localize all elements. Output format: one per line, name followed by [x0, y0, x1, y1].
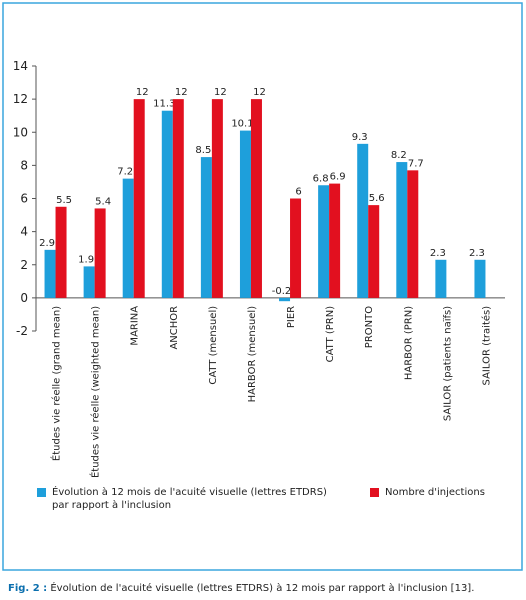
- data-label: 2.3: [469, 248, 485, 259]
- x-tick-label: ANCHOR: [169, 306, 180, 350]
- bar: [318, 185, 330, 298]
- y-tick-label: 2: [20, 258, 28, 272]
- bar: [435, 259, 447, 298]
- caption: Fig. 2 : Évolution de l'acuité visuelle …: [8, 583, 474, 594]
- bar: [44, 249, 56, 298]
- bar: [122, 178, 134, 298]
- y-tick-label: 6: [20, 192, 28, 206]
- data-label: 6.9: [330, 172, 346, 183]
- caption-label: Fig. 2 :: [8, 583, 48, 594]
- x-tick-label: HARBOR (PRN): [403, 306, 414, 380]
- x-tick-label: SAILOR (patients naïfs): [442, 306, 453, 421]
- data-label: 1.9: [78, 254, 94, 265]
- bar: [407, 170, 419, 298]
- x-tick-label: MARINA: [130, 306, 141, 346]
- data-label: 12: [253, 87, 266, 98]
- y-tick-label: 12: [13, 92, 28, 106]
- bar: [94, 208, 106, 298]
- data-label: 6: [295, 187, 301, 198]
- x-tick-label: PIER: [286, 306, 297, 328]
- data-label: -0.2: [272, 286, 292, 297]
- data-label: 5.4: [95, 196, 111, 207]
- x-tick-label: Études vie réelle (grand mean): [50, 306, 63, 461]
- y-tick-label: -2: [16, 324, 28, 338]
- data-label: 10.1: [231, 119, 253, 130]
- bar: [239, 130, 251, 298]
- x-tick-label: CATT (PRN): [325, 306, 336, 363]
- bar: [211, 99, 223, 298]
- x-tick-label: SAILOR (traités): [480, 306, 492, 386]
- bar: [200, 157, 212, 298]
- bar: [290, 198, 302, 298]
- bar: [250, 99, 262, 298]
- bar: [55, 206, 67, 298]
- x-tick-label: CATT (mensuel): [208, 306, 219, 385]
- data-label: 5.6: [369, 193, 385, 204]
- data-label: 7.2: [117, 167, 133, 178]
- legend-label: Nombre d'injections: [385, 487, 485, 498]
- data-label: 12: [136, 87, 149, 98]
- bar: [396, 162, 408, 298]
- bar: [83, 266, 95, 298]
- y-tick-label: 4: [20, 225, 28, 239]
- data-label: 9.3: [352, 132, 368, 143]
- data-label: 12: [175, 87, 188, 98]
- bar: [329, 183, 341, 298]
- bar: [357, 143, 369, 298]
- data-label: 12: [214, 87, 227, 98]
- data-label: 2.9: [39, 238, 55, 249]
- bar: [161, 110, 173, 298]
- y-tick-label: 8: [20, 158, 28, 172]
- y-tick-label: 0: [20, 291, 28, 305]
- data-label: 8.5: [195, 145, 211, 156]
- data-label: 6.8: [313, 173, 329, 184]
- data-label: 8.2: [391, 150, 407, 161]
- chart-frame: [2, 2, 523, 571]
- legend-swatch: [37, 488, 46, 497]
- caption-text: Évolution de l'acuité visuelle (lettres …: [50, 583, 475, 594]
- y-tick-label: 10: [13, 125, 28, 139]
- x-tick-label: HARBOR (mensuel): [247, 306, 258, 403]
- data-label: 7.7: [408, 158, 424, 169]
- data-label: 5.5: [56, 195, 72, 206]
- bar: [133, 99, 145, 298]
- data-label: 11.3: [153, 99, 175, 110]
- data-label: 2.3: [430, 248, 446, 259]
- bar: [279, 297, 291, 302]
- legend-item: Nombre d'injections: [370, 486, 510, 499]
- legend-label: Évolution à 12 mois de l'acuité visuelle…: [52, 487, 327, 511]
- legend-item: Évolution à 12 mois de l'acuité visuelle…: [37, 486, 337, 512]
- legend-swatch: [370, 488, 379, 497]
- x-tick-label: Études vie réelle (weighted mean): [89, 306, 102, 478]
- y-tick-label: 14: [13, 59, 28, 73]
- x-tick-label: PRONTO: [364, 306, 375, 348]
- bar: [368, 205, 380, 298]
- bar: [474, 259, 486, 298]
- bar: [172, 99, 184, 298]
